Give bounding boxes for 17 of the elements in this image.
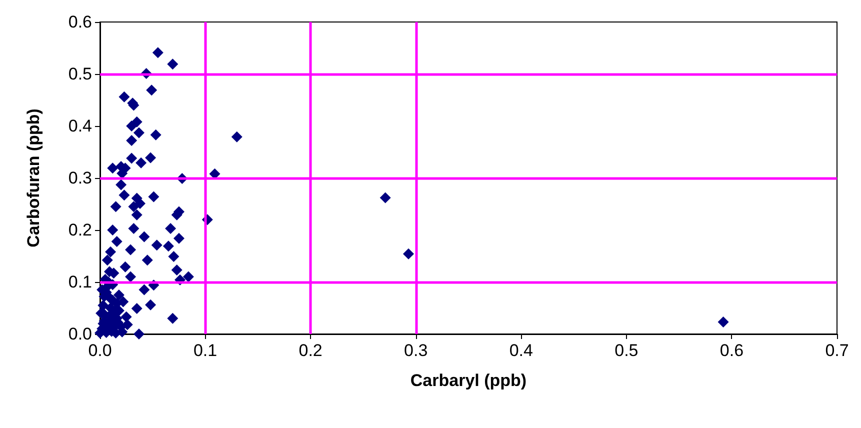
y-tick-label: 0.5 — [68, 64, 92, 84]
y-tick-label: 0.6 — [68, 12, 92, 32]
x-tick-label: 0.3 — [404, 341, 428, 360]
y-tick-label: 0.4 — [68, 116, 92, 136]
x-axis-title: Carbaryl (ppb) — [410, 371, 527, 390]
x-tick-label: 0.6 — [720, 341, 744, 360]
x-tick-label: 0.0 — [88, 341, 112, 360]
x-tick-label: 0.4 — [509, 341, 533, 360]
x-tick-label: 0.7 — [825, 341, 849, 360]
y-axis-title: Carbofuran (ppb) — [24, 108, 43, 248]
x-tick-label: 0.2 — [298, 341, 322, 360]
y-tick-label: 0.3 — [68, 168, 92, 188]
x-tick-label: 0.1 — [193, 341, 218, 360]
y-tick-label: 0.0 — [68, 324, 92, 344]
y-tick-label: 0.2 — [68, 220, 92, 240]
x-tick-label: 0.5 — [614, 341, 638, 360]
y-tick-label: 0.1 — [68, 272, 92, 292]
